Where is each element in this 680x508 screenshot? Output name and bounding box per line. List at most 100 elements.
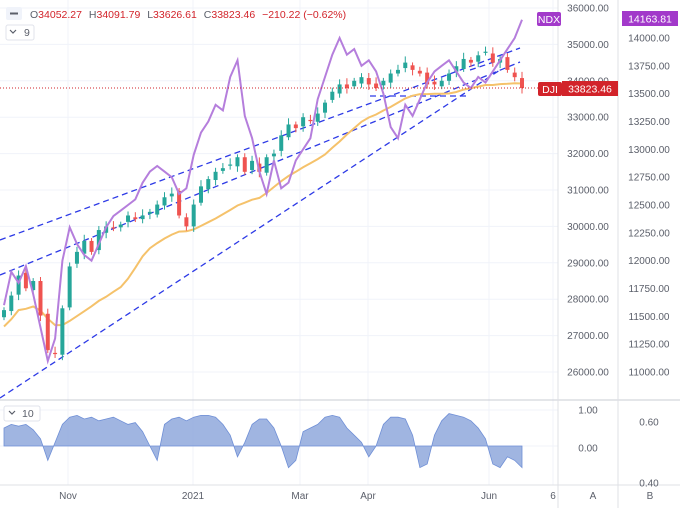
candle-body — [388, 73, 393, 83]
candle-body — [447, 73, 452, 81]
lower-axis-tick-label: 1.00 — [578, 406, 598, 417]
left-axis-tick-label: 29000.00 — [567, 258, 609, 269]
trendline — [0, 69, 501, 399]
candle-body — [512, 72, 517, 78]
chevron-down-icon — [8, 410, 16, 415]
candle-body — [9, 295, 14, 312]
right-axis-tick-label: 13250.00 — [628, 117, 670, 128]
time-axis-tick-label: Nov — [59, 491, 77, 502]
time-axis-tick-label: Mar — [291, 491, 309, 502]
candle-body — [67, 266, 72, 308]
main-grid — [0, 0, 558, 485]
left-axis-tick-label: 36000.00 — [567, 4, 609, 15]
auto-scale-toggle: A — [590, 491, 597, 502]
right-axis-tick-label: 12500.00 — [628, 201, 670, 212]
candle-body — [38, 281, 43, 316]
time-axis[interactable]: Nov 2021 Mar Apr Jun 6 A B — [59, 491, 654, 502]
left-axis-tick-label: 31000.00 — [567, 186, 609, 197]
trendlines — [0, 47, 521, 399]
candle-body — [301, 117, 306, 127]
candle-body — [476, 55, 481, 62]
candle-body — [286, 124, 291, 138]
time-axis-tick-label: 2021 — [182, 491, 205, 502]
change-value: −210.22 (−0.62%) — [262, 9, 346, 21]
indicators-toggle[interactable]: 9 — [5, 24, 35, 41]
candle-body — [235, 157, 240, 167]
candle-body — [403, 62, 408, 69]
candle-body — [2, 310, 6, 318]
time-axis-tick-label: 6 — [550, 491, 556, 502]
candle-body — [250, 160, 255, 170]
candle-body — [432, 81, 437, 85]
candle-body — [468, 59, 473, 63]
right-axis-tick-label: 11000.00 — [629, 368, 670, 379]
candle-body — [220, 168, 225, 171]
right-axis-tick-label: 14000.00 — [628, 34, 670, 45]
candle-body — [118, 224, 123, 228]
candle-body — [293, 124, 298, 129]
candle-body — [425, 72, 430, 85]
left-axis-tick-label: 32000.00 — [567, 149, 609, 160]
correlation-area-path — [3, 413, 523, 469]
candle-body — [133, 217, 138, 220]
open-label: O — [30, 9, 38, 21]
candle-body — [155, 204, 160, 215]
ndx-tag-name: NDX — [538, 14, 560, 26]
dji-candles — [2, 46, 524, 361]
left-axis-tick-label: 26000.00 — [567, 368, 609, 379]
ndx-price-tag: NDX 14163.81 — [537, 11, 678, 26]
candle-body — [308, 119, 313, 122]
candle-body — [191, 204, 196, 227]
right-axis-tick-label: 11250.00 — [629, 340, 670, 351]
right-axis-tick-label: 11750.00 — [629, 284, 670, 295]
low-value: 33626.61 — [153, 9, 197, 21]
candle-body — [228, 164, 233, 166]
right-axis-tick-label: 12250.00 — [628, 228, 670, 239]
low-label: L — [147, 9, 153, 21]
candle-body — [271, 153, 276, 157]
dji-tag-value: 33823.46 — [568, 84, 612, 96]
candle-body — [454, 66, 459, 72]
candle-body — [315, 113, 320, 122]
candle-body — [330, 91, 335, 100]
ndx-tag-value: 14163.81 — [628, 14, 672, 26]
candle-body — [89, 240, 94, 252]
ndx-polyline — [3, 19, 523, 365]
high-value: 34091.79 — [96, 9, 140, 21]
lower-pane-toggle[interactable]: 10 — [3, 405, 41, 422]
right-price-axis[interactable]: 14000.00 13750.00 13500.00 13250.00 13000.00… — [628, 34, 670, 379]
right-axis-tick-label: 11500.00 — [629, 312, 670, 323]
candle-body — [483, 51, 488, 53]
dji-price-tag: DJI 33823.46 — [538, 81, 618, 96]
left-axis-tick-label: 30000.00 — [567, 222, 609, 233]
candle-body — [520, 78, 524, 89]
candle-body — [162, 197, 167, 206]
candle-body — [461, 58, 466, 69]
indicators-count: 9 — [24, 27, 30, 39]
correlation-area — [3, 413, 523, 469]
candle-body — [395, 69, 400, 74]
candle-body — [439, 80, 444, 87]
lower-axis-tick-label: 0.00 — [578, 444, 598, 455]
ohlc-readout: O34052.27 H34091.79 L33626.61 C33823.46 … — [30, 9, 346, 21]
candle-body — [279, 135, 284, 151]
candle-body — [344, 84, 349, 89]
lower-axis-tick-label: 0.40 — [639, 479, 659, 490]
lower-pane-axis[interactable]: 1.00 0.00 0.60 0.40 — [578, 406, 659, 490]
ndx-line — [3, 19, 523, 365]
right-axis-tick-label: 13750.00 — [628, 61, 670, 72]
legend-collapse-button[interactable] — [6, 7, 22, 20]
candle-body — [505, 57, 510, 70]
left-axis-tick-label: 33000.00 — [567, 113, 609, 124]
right-axis-tick-label: 12000.00 — [628, 256, 670, 267]
left-price-axis[interactable]: 36000.0035000.0034000.0033000.0032000.00… — [567, 4, 609, 379]
log-scale-toggle: B — [647, 491, 654, 502]
candle-body — [60, 308, 65, 355]
moving-average-line — [3, 82, 523, 328]
high-label: H — [89, 9, 97, 21]
candle-body — [96, 230, 101, 251]
candle-body — [264, 157, 269, 173]
candle-body — [31, 281, 36, 291]
candle-body — [23, 272, 28, 289]
